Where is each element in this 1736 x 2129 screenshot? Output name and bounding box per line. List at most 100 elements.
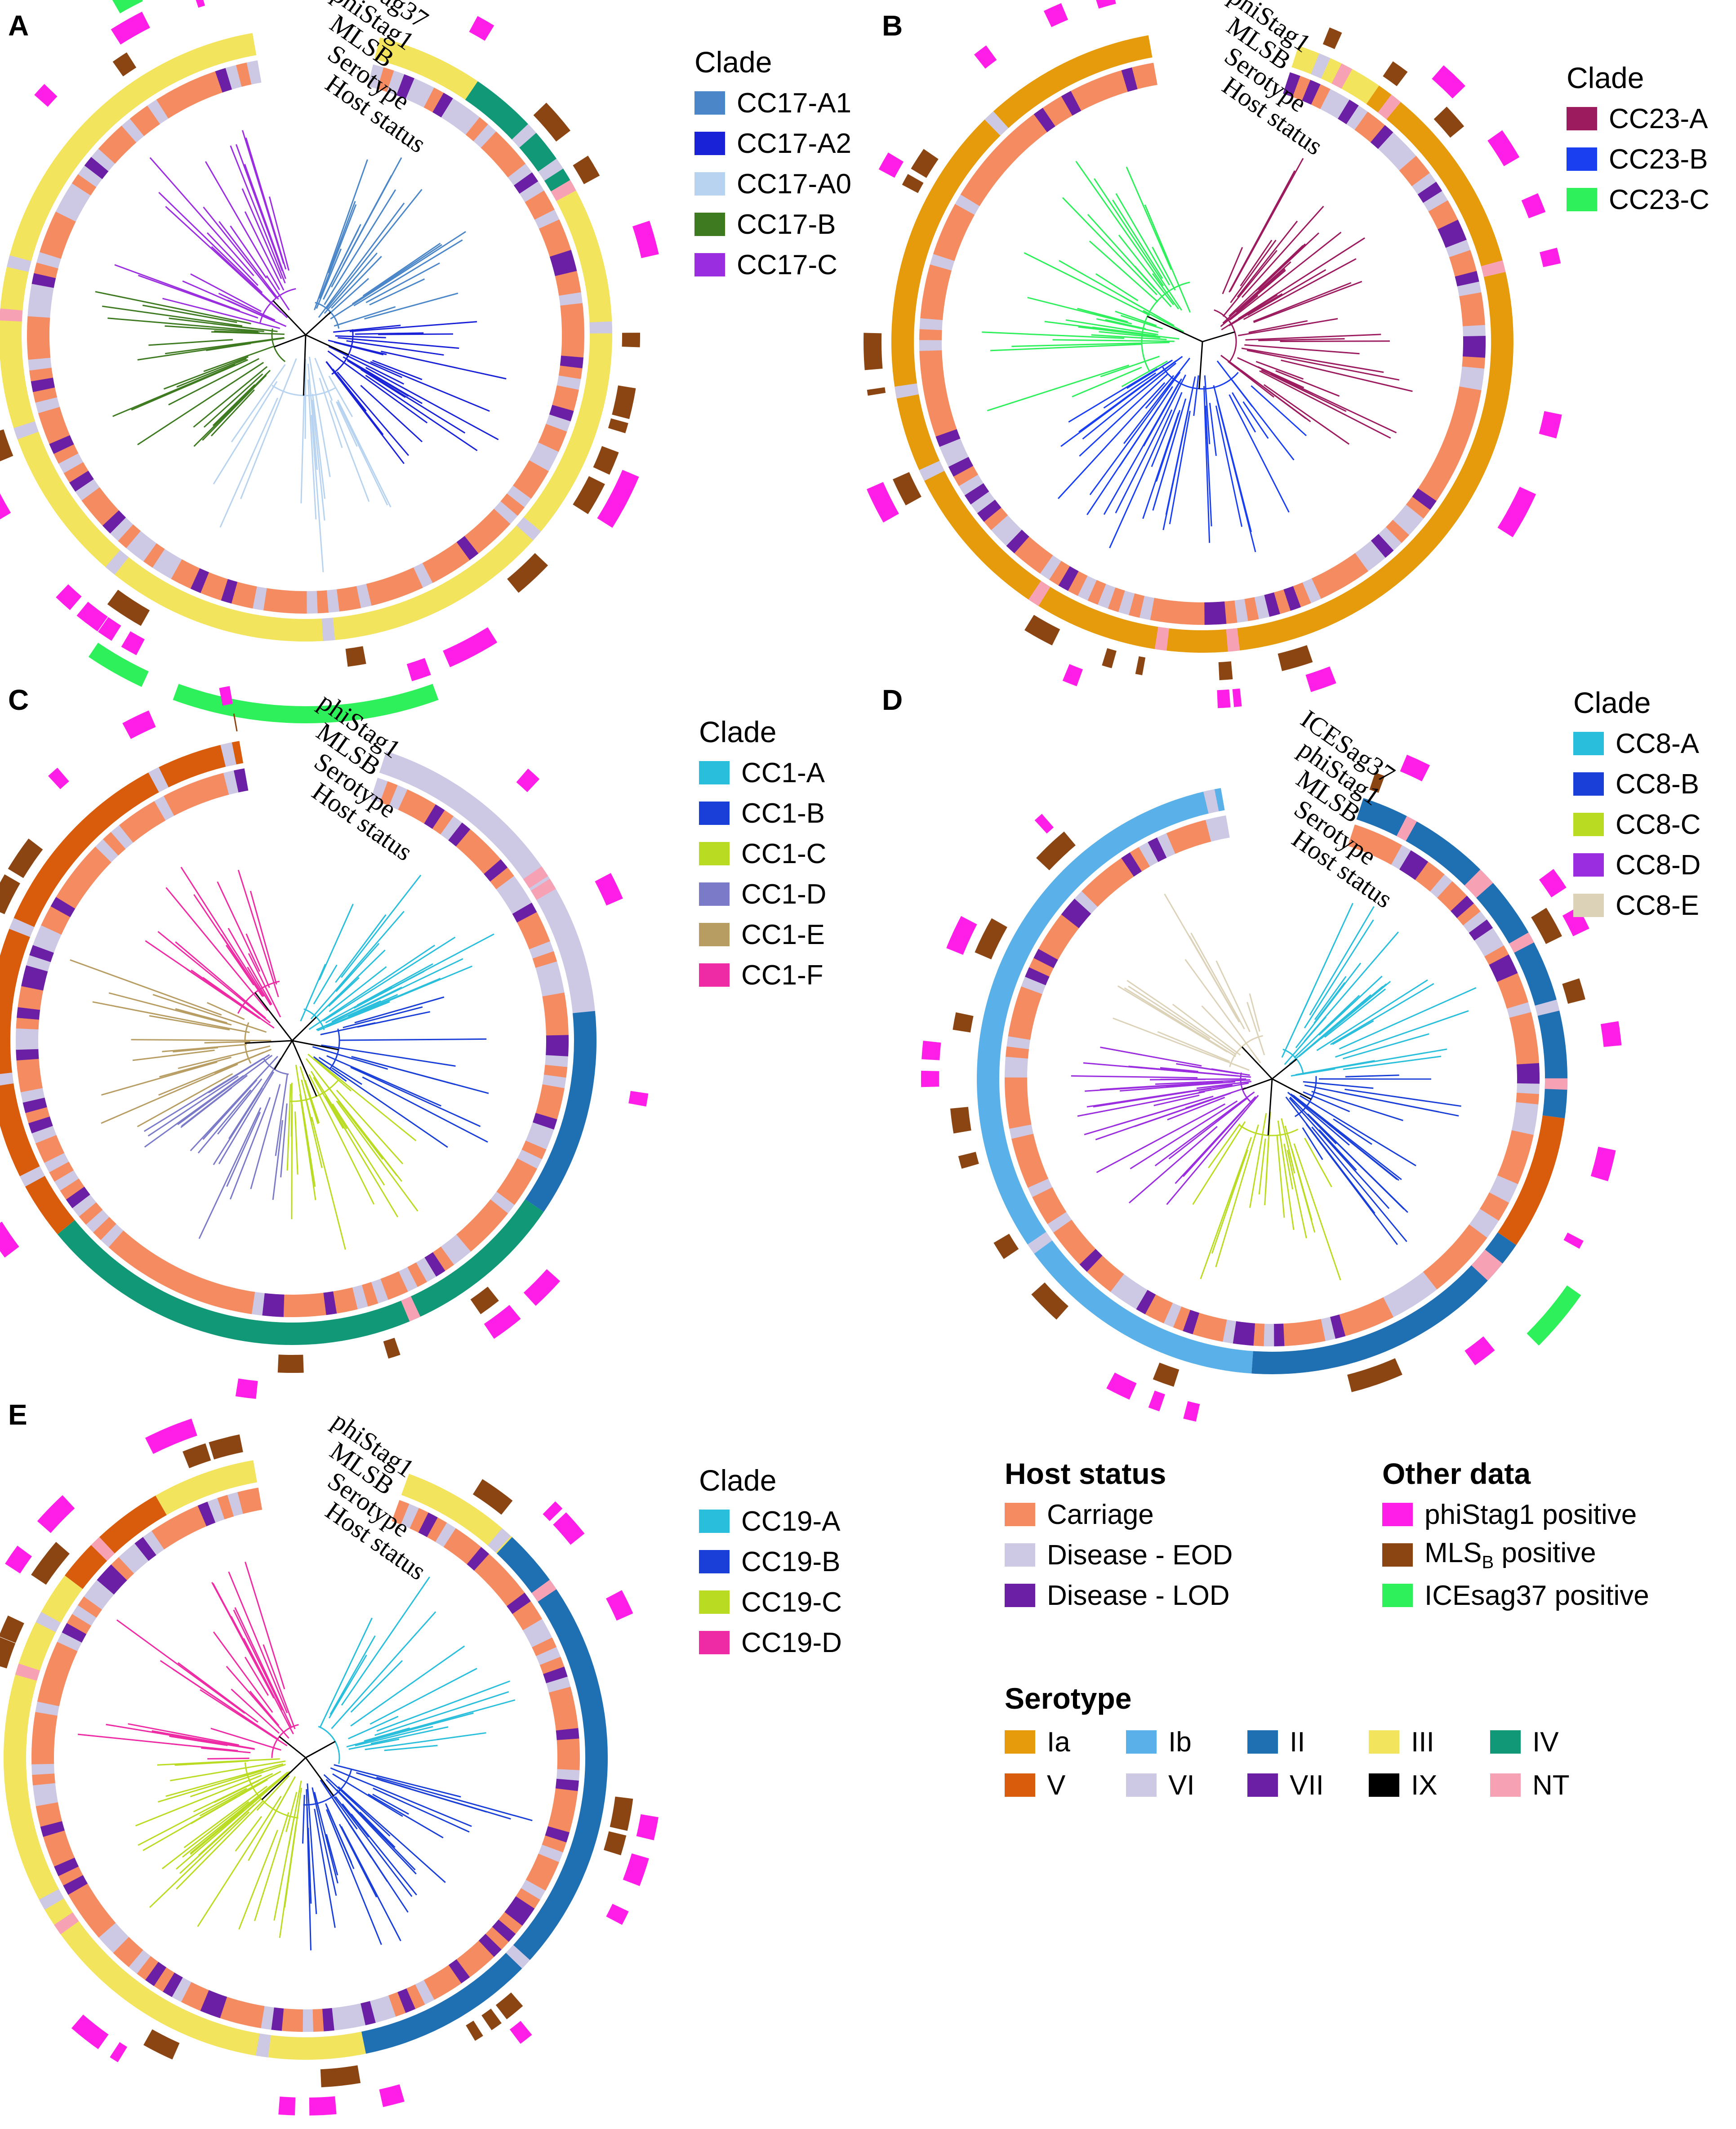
tree-branch <box>101 1063 238 1124</box>
host-status-segment <box>440 1965 462 1990</box>
host-status-segment <box>192 779 210 804</box>
tree-branch <box>326 1055 442 1107</box>
tree-branch <box>165 206 282 313</box>
tree-branch <box>374 1691 509 1736</box>
host-status-segment <box>73 1892 98 1913</box>
tree-branch <box>355 332 424 335</box>
host-status-segment <box>527 1628 552 1648</box>
host-status-segment <box>1399 156 1424 178</box>
tree-backbone <box>1214 309 1237 362</box>
host-status-segment <box>190 1276 208 1301</box>
host-status-segment <box>1100 73 1119 98</box>
host-status-segment <box>1068 898 1091 921</box>
tree-branch <box>1151 392 1183 467</box>
tree-backbone <box>1141 281 1190 371</box>
tree-branch <box>1143 378 1182 447</box>
host-status-segment <box>955 194 980 215</box>
host-status-segment <box>1110 1274 1132 1298</box>
tree-branch <box>213 381 278 485</box>
legend-swatch <box>699 923 730 946</box>
tree-branch <box>1205 405 1212 526</box>
legend-swatch <box>699 842 730 865</box>
tree-branch <box>1211 1149 1249 1254</box>
legend-label: CC23-A <box>1609 103 1708 134</box>
tree-branch <box>1244 344 1360 355</box>
host-status-segment <box>1511 1022 1536 1037</box>
host-status-segment <box>246 60 262 85</box>
tree-branch <box>306 1789 312 1951</box>
serotype-segment <box>919 461 944 481</box>
host-status-segment <box>66 183 91 204</box>
tree-branch <box>1215 960 1251 1032</box>
serotype-segment <box>1481 260 1506 277</box>
host-status-segment <box>1374 836 1393 860</box>
legend-item: CC8-D <box>1573 845 1700 885</box>
mlsb-block <box>1383 61 1408 86</box>
tree-branch <box>1112 199 1163 279</box>
host-status-segment <box>127 812 149 837</box>
host-status-segment <box>416 1257 436 1283</box>
tree-branch <box>338 337 459 349</box>
icesag37-block <box>173 684 439 724</box>
host-status-segment <box>552 1798 577 1813</box>
tree-branch <box>1115 311 1157 326</box>
legend-item: ICEsag37 positive <box>1382 1575 1649 1616</box>
tree-branch <box>1253 282 1352 322</box>
host-status-segment <box>1061 906 1085 928</box>
host-status-segment <box>370 778 388 802</box>
host-status-segment <box>1346 105 1368 130</box>
tree-branch <box>308 356 331 477</box>
tree-branch <box>1303 1091 1350 1113</box>
host-status-segment <box>1005 1087 1028 1098</box>
tree-branch <box>310 1071 347 1129</box>
host-status-segment <box>561 325 585 336</box>
legend-label: CC23-B <box>1609 143 1708 175</box>
tree-branch <box>1113 1017 1250 1071</box>
host-status-segment <box>1460 366 1485 380</box>
host-status-segment <box>1025 114 1047 138</box>
phistag1-block <box>1096 0 1116 9</box>
phistag1-block <box>1148 1390 1165 1412</box>
legend-swatch <box>694 91 725 115</box>
tree-branch <box>1255 243 1306 292</box>
host-status-segment <box>145 1961 167 1986</box>
host-status-segment <box>549 405 574 422</box>
host-status-segment <box>512 1601 537 1622</box>
icesag37-block <box>1527 1285 1581 1346</box>
host-status-segment <box>50 1848 75 1867</box>
tree-branch <box>1095 273 1139 302</box>
serotype-segment <box>1226 628 1240 652</box>
tree-branch <box>190 1056 279 1152</box>
mlsb-block <box>1031 1282 1068 1320</box>
legend-item: CC23-C <box>1567 179 1709 220</box>
legend-swatch <box>699 1510 730 1533</box>
host-status-segment <box>43 1830 68 1847</box>
host-status-segment <box>1504 1149 1529 1165</box>
tree-branch <box>326 189 423 309</box>
mlsb-block <box>1135 656 1146 675</box>
tree-branch <box>231 364 286 442</box>
host-status-segment <box>160 1264 181 1289</box>
tree-branch <box>1166 1095 1259 1205</box>
host-status-segment <box>1132 65 1148 89</box>
host-status-segment <box>935 429 961 447</box>
host-status-segment <box>336 588 351 612</box>
host-status-segment <box>33 387 58 403</box>
host-status-segment <box>1457 281 1482 297</box>
tree-branch <box>331 1611 436 1729</box>
tree-branch <box>176 1800 263 1890</box>
host-status-segment <box>953 465 979 486</box>
mlsb-block <box>107 589 150 626</box>
host-status-segment <box>966 176 991 198</box>
host-status-segment <box>1091 77 1109 102</box>
tree-branch <box>1160 1067 1198 1073</box>
legend-item: CC8-C <box>1573 804 1700 845</box>
legend-swatch <box>699 761 730 784</box>
host-status-segment <box>385 575 403 600</box>
host-status-segment <box>116 1237 139 1261</box>
tree-branch <box>362 243 441 297</box>
host-status-segment <box>1080 81 1100 107</box>
legend-item: CC1-E <box>699 914 826 955</box>
host-status-segment <box>31 1733 55 1745</box>
icesag37-block <box>112 0 143 13</box>
